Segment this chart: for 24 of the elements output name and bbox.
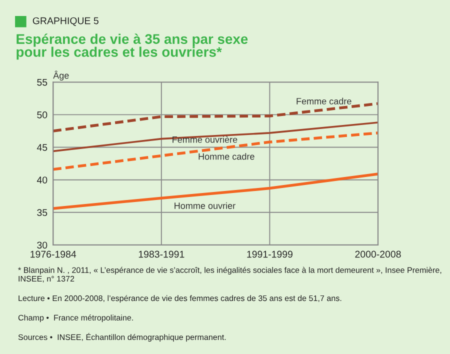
y-tick-label: 55 — [37, 78, 48, 86]
y-axis-title: Âge — [53, 70, 69, 80]
y-tick-label: 45 — [36, 144, 48, 151]
line-series — [53, 132, 378, 171]
y-tick-label: 35 — [37, 209, 48, 216]
chart-title: Espérance de vie à 35 ans par sexe pour les cadres et les ouvriers* — [16, 34, 248, 60]
x-tick-label: 1991-1999 — [247, 250, 292, 258]
x-tick-label: 1976-1984 — [30, 250, 76, 258]
line-series — [53, 172, 378, 210]
series-label: Femme cadre — [296, 98, 352, 104]
y-tick-label: 50 — [37, 111, 48, 118]
text: Lecture • En 2000-2008, l’espérance de vie des femmes cadres de 35 ans est de 51,7 ans. — [18, 295, 342, 303]
series-label: Homme cadre — [198, 153, 254, 160]
text: * Blanpain N. , 2011, « L’espérance de vie s’accroît, les inégalités sociales face à la mort demeurent », Insee Première, INSEE, n° 1372 — [18, 266, 442, 283]
source-note: Sources • INSEE, Échantillon démographique permanent. — [18, 332, 226, 342]
text: GRAPHIQUE 5 — [32, 17, 98, 26]
line-series — [53, 122, 378, 152]
x-tick-label: 1983-1991 — [138, 250, 184, 258]
y-tick-label: 40 — [36, 176, 48, 184]
series-label: Femme ouvrière — [172, 136, 238, 143]
x-tick-label: 2000-2008 — [355, 250, 401, 258]
series-label: Homme ouvrier — [174, 202, 236, 209]
text: Champ • France métropolitaine. — [18, 314, 133, 322]
y-tick-label: 30 — [37, 242, 48, 249]
